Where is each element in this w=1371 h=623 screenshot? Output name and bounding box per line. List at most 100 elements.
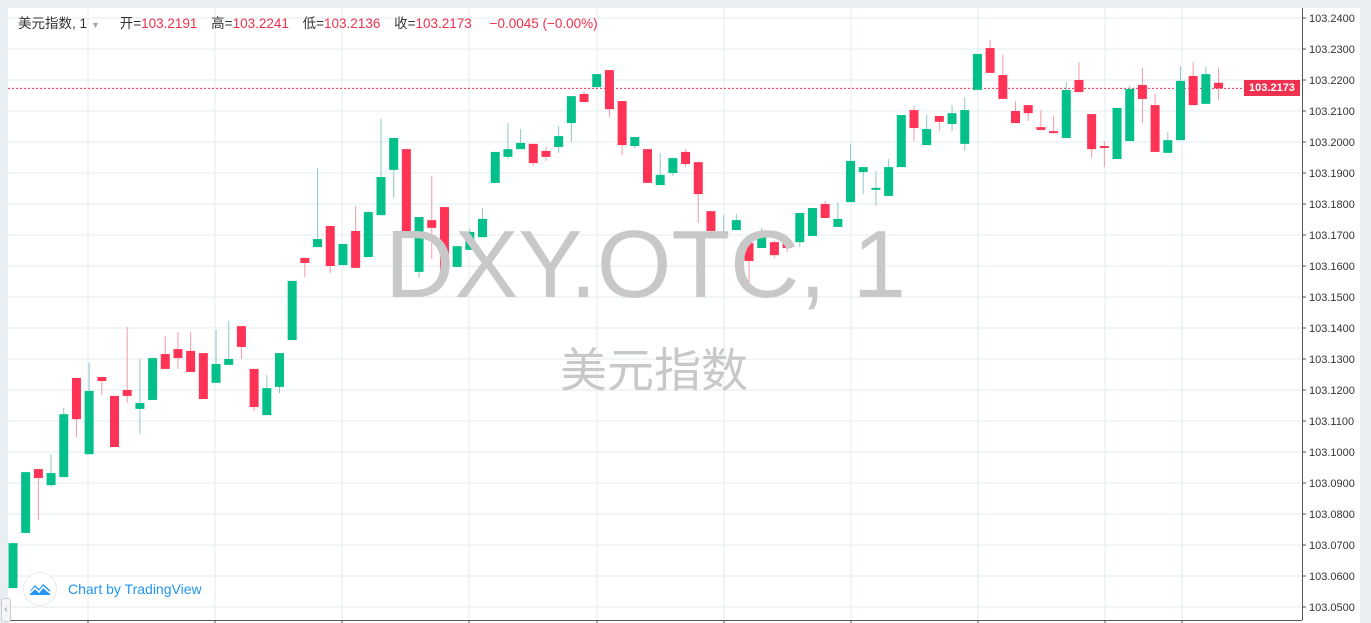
price-tick-label: 103.0800 <box>1309 509 1355 521</box>
candle-body <box>1049 131 1059 134</box>
candle-body <box>833 218 843 227</box>
candle <box>452 246 462 267</box>
candle <box>643 149 652 183</box>
candle <box>97 376 107 395</box>
candle-body <box>719 231 729 235</box>
candle-body <box>376 177 386 216</box>
price-tick-label: 103.1200 <box>1309 385 1355 397</box>
candle <box>554 125 564 153</box>
candle-body <box>1150 105 1160 152</box>
candle-body <box>1061 89 1071 138</box>
candle <box>719 215 729 235</box>
candle <box>1201 66 1211 104</box>
candle-body <box>871 187 881 190</box>
candle <box>427 176 437 259</box>
top-toolbar-strip <box>0 0 1371 8</box>
candle-body <box>287 280 297 341</box>
candle-body <box>706 211 716 231</box>
price-tick-label: 103.0700 <box>1309 540 1355 552</box>
candle <box>287 280 297 341</box>
candle-body <box>173 349 183 359</box>
candle-body <box>554 136 564 147</box>
candle-body <box>1112 107 1122 160</box>
candle <box>313 168 323 248</box>
candle <box>795 212 805 248</box>
candle-body <box>1188 75 1198 106</box>
left-toolbar-strip <box>0 8 8 623</box>
candle <box>579 91 589 103</box>
high-value: 103.2241 <box>232 16 289 31</box>
candle-body <box>820 204 830 218</box>
candle-body <box>135 403 145 409</box>
candle-body <box>1099 146 1109 149</box>
price-tick-label: 103.1800 <box>1309 199 1355 211</box>
candle <box>274 353 284 394</box>
candle <box>896 115 906 168</box>
candle-body <box>681 151 691 165</box>
chevron-down-icon[interactable]: ▼ <box>91 20 100 30</box>
candle-body <box>693 162 703 195</box>
candle <box>846 143 856 203</box>
tradingview-branding-link[interactable]: Chart by TradingView <box>23 572 202 606</box>
candle-body <box>236 326 246 347</box>
candle-body <box>97 376 107 382</box>
candle-body <box>249 368 259 408</box>
candle <box>757 227 767 249</box>
candle-body <box>541 150 551 157</box>
candle-body <box>922 128 932 146</box>
candle-body <box>947 113 957 125</box>
candle <box>211 329 221 383</box>
candle <box>820 200 830 218</box>
candle <box>439 207 449 272</box>
candle-body <box>478 218 488 238</box>
candle <box>1112 107 1122 160</box>
price-axis[interactable]: 103.2400 103.2300 103.2200 103.2100 103.2000… <box>1302 8 1355 620</box>
candle-body <box>211 363 221 383</box>
candle <box>604 70 614 117</box>
candle-body <box>338 243 348 266</box>
candle-body <box>960 110 970 144</box>
candle-body <box>1201 74 1211 104</box>
candle-body <box>84 390 94 455</box>
price-tick-label: 103.0900 <box>1309 478 1355 490</box>
candle <box>249 368 259 412</box>
high-label: 高= <box>211 16 233 31</box>
symbol-title[interactable]: 美元指数, 1 <box>18 16 88 31</box>
candle-body <box>934 115 944 122</box>
candle <box>972 53 982 90</box>
candle-body <box>33 469 43 479</box>
price-tick-label: 103.1100 <box>1309 416 1354 428</box>
candle-body <box>414 217 424 272</box>
last-price-label: 103.2173 <box>1244 80 1300 97</box>
candle <box>858 167 868 195</box>
watermark-name: 美元指数 <box>560 344 748 397</box>
candle-body <box>274 353 284 387</box>
candle-body <box>566 96 576 124</box>
close-label: 收= <box>394 16 416 31</box>
candle-body <box>1087 114 1097 150</box>
collapse-toolbar-button[interactable]: ‹ <box>1 598 11 622</box>
branding-text: Chart by TradingView <box>68 581 202 597</box>
candle-body <box>325 226 335 266</box>
candle <box>1074 62 1084 93</box>
candle-body <box>731 220 741 231</box>
candle <box>960 97 970 151</box>
candle-body <box>846 160 856 203</box>
plot-background <box>8 8 1302 620</box>
candle-body <box>465 231 475 250</box>
candle-body <box>782 243 792 249</box>
candle <box>884 159 894 196</box>
candle <box>871 171 881 206</box>
candle <box>909 106 919 142</box>
candle <box>1150 93 1160 152</box>
candle <box>46 454 56 488</box>
candle <box>325 226 335 274</box>
ohlc-legend: 美元指数, 1 ▼ 开=103.2191 高=103.2241 低=103.213… <box>18 16 608 33</box>
price-tick-label: 103.1600 <box>1309 261 1355 273</box>
candle-body <box>186 350 196 373</box>
candle-body <box>148 358 158 400</box>
open-label: 开= <box>119 16 142 31</box>
candle <box>1175 66 1185 141</box>
candle <box>59 407 69 478</box>
